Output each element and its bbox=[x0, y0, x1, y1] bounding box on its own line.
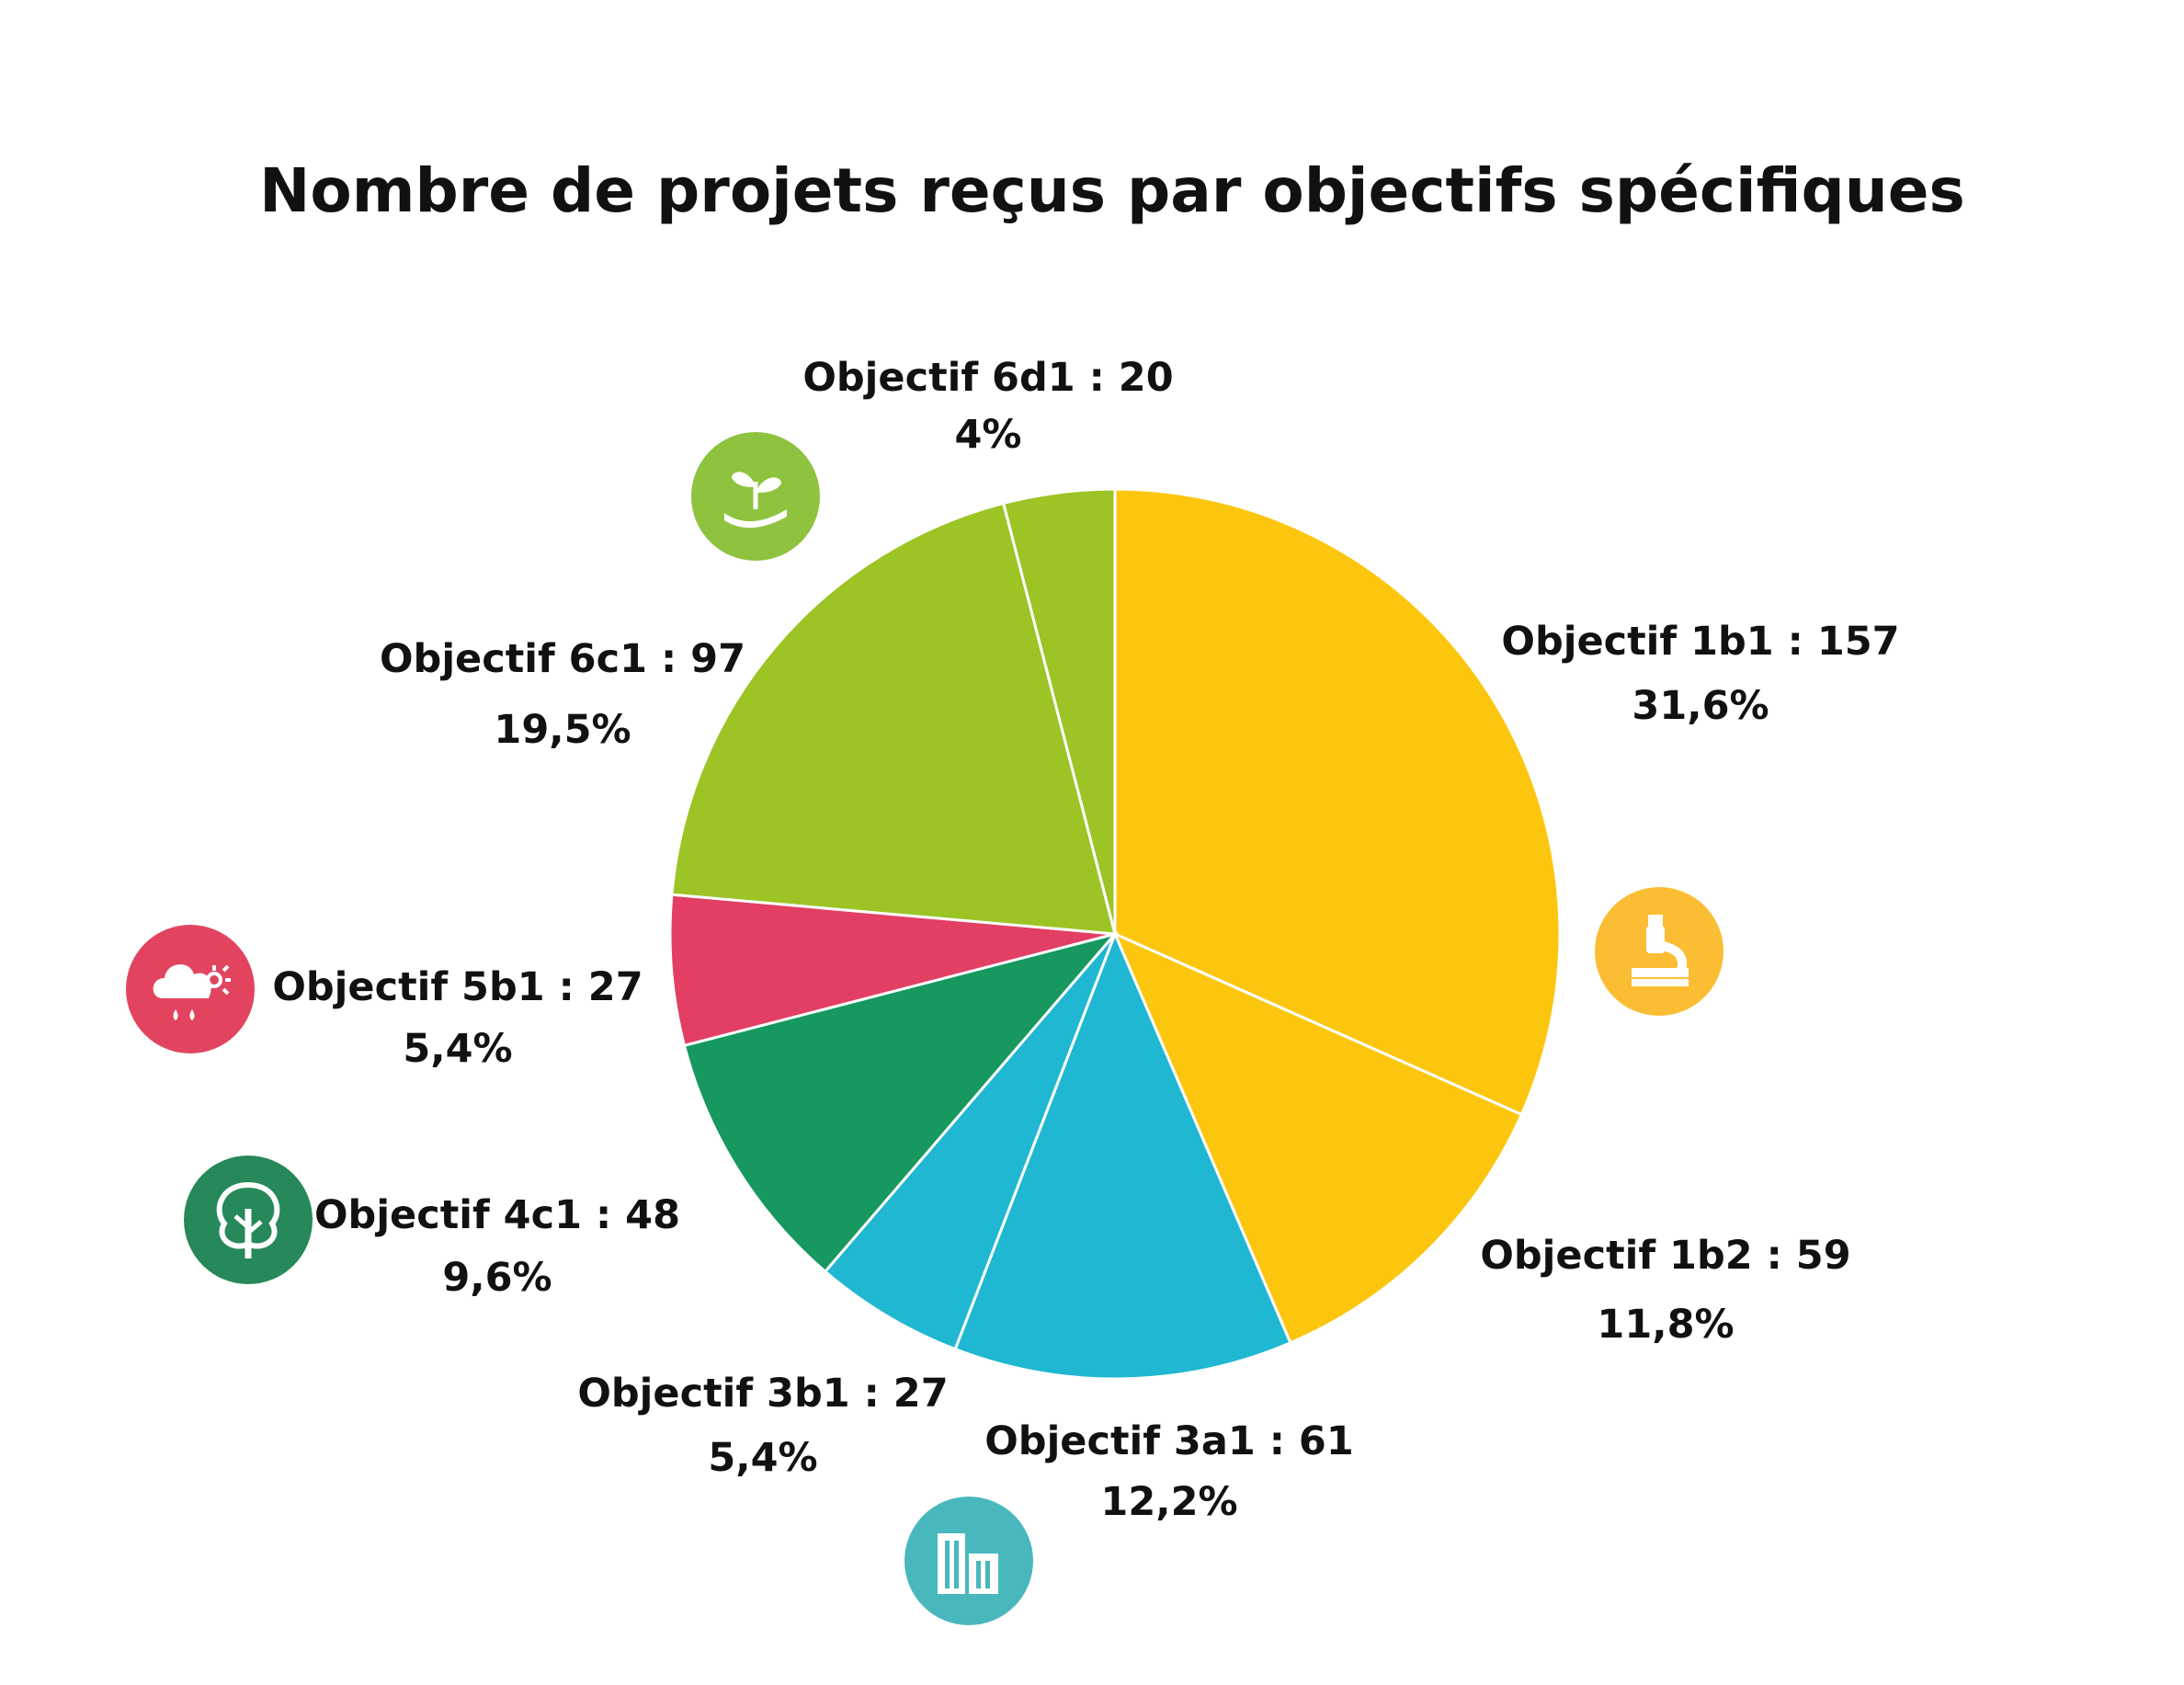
slice-label: Objectif 1b1 : 157 bbox=[1501, 619, 1899, 665]
objective-icons bbox=[126, 432, 1723, 1625]
rain-cloud-icon bbox=[126, 925, 255, 1053]
pie-slice-objectif-3a1 bbox=[953, 930, 1292, 1381]
microscope-icon bbox=[1595, 887, 1723, 1016]
slice-labels: Objectif 1b1 : 157 31,6% Objectif 1b2 : 59… bbox=[272, 355, 1899, 1525]
buildings-icon bbox=[904, 1497, 1033, 1625]
slice-label: Objectif 3b1 : 27 bbox=[577, 1371, 948, 1417]
pie-slice-objectif-3b1 bbox=[823, 933, 1117, 1351]
slice-percent: 19,5% bbox=[494, 707, 631, 753]
pie-slice-objectif-1b1 bbox=[1113, 487, 1562, 1117]
slice-percent: 31,6% bbox=[1632, 683, 1769, 729]
pie-slice-objectif-6d1 bbox=[1001, 487, 1117, 935]
pie-slices bbox=[668, 487, 1562, 1381]
slice-percent: 5,4% bbox=[708, 1435, 817, 1481]
tree-icon bbox=[184, 1156, 313, 1284]
seedling-hand-icon bbox=[691, 432, 820, 561]
slice-percent: 5,4% bbox=[403, 1026, 512, 1072]
slice-percent: 12,2% bbox=[1100, 1479, 1237, 1525]
slice-label: Objectif 1b2 : 59 bbox=[1480, 1233, 1850, 1279]
slice-label: Objectif 3a1 : 61 bbox=[984, 1418, 1354, 1464]
slice-label: Objectif 5b1 : 27 bbox=[272, 964, 643, 1010]
slice-percent: 9,6% bbox=[442, 1255, 552, 1301]
pie-slice-objectif-5b1 bbox=[668, 893, 1116, 1048]
slice-label: Objectif 4c1 : 48 bbox=[314, 1192, 680, 1238]
pie-slice-objectif-6c1 bbox=[670, 501, 1117, 936]
slice-label: Objectif 6c1 : 97 bbox=[380, 636, 745, 682]
chart-title: Nombre de projets reçus par objectifs sp… bbox=[259, 155, 1965, 226]
slice-percent: 11,8% bbox=[1597, 1302, 1734, 1348]
slice-label: Objectif 6d1 : 20 bbox=[802, 355, 1173, 401]
pie-slice-objectif-1b2 bbox=[1112, 931, 1524, 1345]
slice-percent: 4% bbox=[954, 412, 1021, 458]
